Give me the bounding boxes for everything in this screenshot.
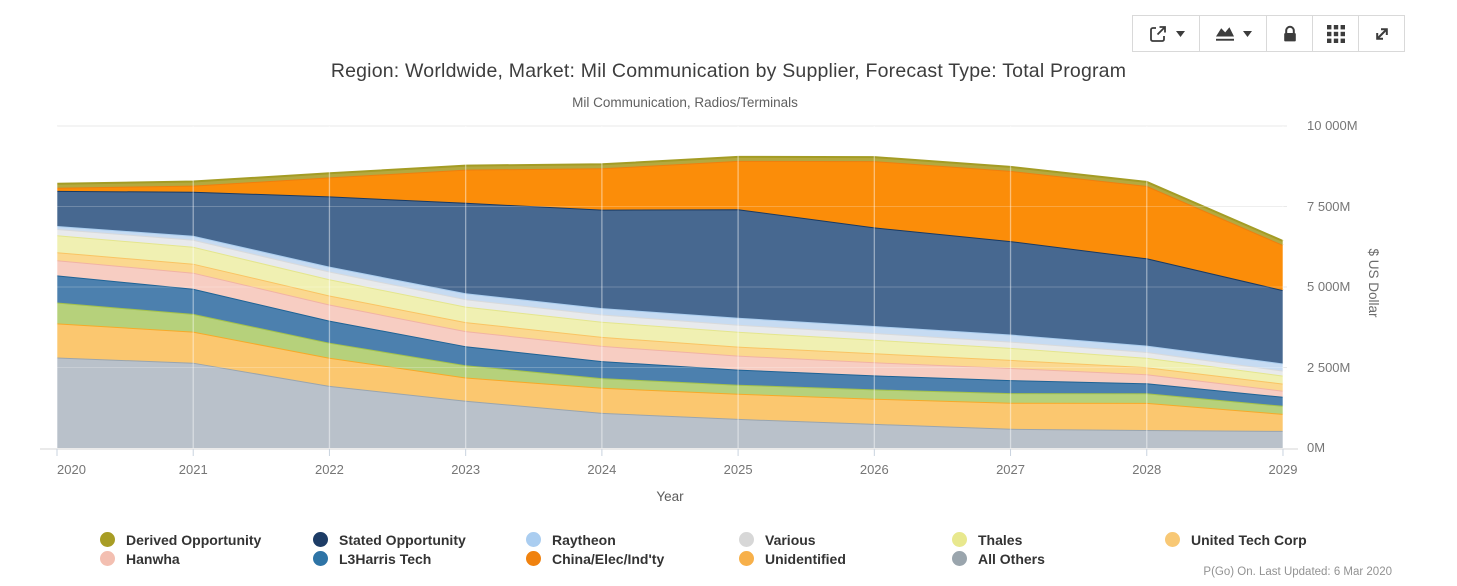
legend-item-united-tech-corp[interactable]: United Tech Corp: [1165, 532, 1378, 548]
area-united-tech-corp[interactable]: [57, 252, 1283, 391]
y-tick-label: 7 500M: [1307, 198, 1351, 214]
legend-swatch: [100, 532, 115, 547]
chart-toolbar: [1132, 15, 1405, 52]
x-axis-title: Year: [656, 489, 684, 504]
chevron-down-icon: [1242, 30, 1252, 37]
legend-swatch: [526, 532, 541, 547]
legend-label: Various: [765, 531, 816, 548]
legend-swatch: [952, 551, 967, 566]
area-stated-opportunity[interactable]: [57, 190, 1283, 364]
legend-item-l3harris-tech[interactable]: L3Harris Tech: [313, 551, 526, 567]
legend-swatch: [1165, 532, 1180, 547]
lock-button[interactable]: [1266, 15, 1313, 52]
legend-label: Unidentified: [765, 550, 846, 567]
grid-icon: [1326, 24, 1345, 43]
export-button[interactable]: [1132, 15, 1200, 52]
legend-label: All Others: [978, 550, 1045, 567]
legend-label: Derived Opportunity: [126, 531, 262, 548]
x-tick-label: 2028: [1132, 462, 1162, 477]
legend-label: United Tech Corp: [1191, 531, 1307, 548]
legend-item-various[interactable]: Various: [739, 532, 952, 548]
fullscreen-button[interactable]: [1358, 15, 1405, 52]
legend-item-raytheon[interactable]: Raytheon: [526, 532, 739, 548]
x-tick-label: 2027: [996, 462, 1025, 477]
legend-swatch: [526, 551, 541, 566]
x-tick-label: 2026: [859, 462, 889, 477]
grid-view-button[interactable]: [1312, 15, 1359, 52]
x-tick-label: 2025: [723, 462, 753, 477]
x-tick-label: 2023: [451, 462, 481, 477]
x-tick-label: 2029: [1268, 462, 1298, 477]
legend-label: Raytheon: [552, 531, 616, 548]
legend-item-unidentified[interactable]: Unidentified: [739, 551, 952, 567]
legend-item-all-others[interactable]: All Others: [952, 551, 1165, 567]
area-chart-icon: [1215, 25, 1235, 42]
area-all-others[interactable]: [57, 357, 1283, 449]
x-tick-label: 2024: [587, 462, 617, 477]
legend-item-derived-opportunity[interactable]: Derived Opportunity: [100, 532, 313, 548]
y-tick-label: 0M: [1307, 440, 1326, 455]
chevron-down-icon: [1175, 30, 1185, 37]
area-china-elec-ind-ty[interactable]: [57, 160, 1283, 291]
legend-label: Hanwha: [126, 550, 180, 567]
area-various[interactable]: [57, 229, 1283, 376]
legend-label: China/Elec/Ind'ty: [552, 550, 665, 567]
area-edge-derived-opportunity: [56, 155, 1284, 242]
area-raytheon[interactable]: [57, 226, 1283, 371]
y-tick-label: 2 500M: [1307, 359, 1351, 375]
footer-status: P(Go) On. Last Updated: 6 Mar 2020: [1203, 566, 1392, 578]
export-icon: [1148, 24, 1168, 44]
legend-swatch: [952, 532, 967, 547]
legend-item-thales[interactable]: Thales: [952, 532, 1165, 548]
legend-swatch: [739, 551, 754, 566]
legend-swatch: [313, 532, 328, 547]
legend-swatch: [739, 532, 754, 547]
x-tick-label: 2021: [178, 462, 208, 477]
area-unidentified[interactable]: [57, 323, 1283, 431]
legend-item-hanwha[interactable]: Hanwha: [100, 551, 313, 567]
legend-item-china-elec-ind-ty[interactable]: China/Elec/Ind'ty: [526, 551, 739, 567]
x-tick-label: 2022: [314, 462, 344, 477]
chart-subtitle: Mil Communication, Radios/Terminals: [572, 95, 798, 110]
legend-item-stated-opportunity[interactable]: Stated Opportunity: [313, 532, 526, 548]
legend-swatch: [313, 551, 328, 566]
expand-icon: [1373, 25, 1391, 43]
chart-legend: Derived Opportunity Hanwha Stated Opportun…: [100, 530, 1378, 568]
legend-swatch: [100, 551, 115, 566]
y-axis-title: $ US Dollar: [1366, 248, 1381, 318]
chart-type-button[interactable]: [1199, 15, 1267, 52]
x-tick-label: 2020: [57, 462, 86, 477]
legend-label: Thales: [978, 531, 1023, 548]
y-tick-label: 5 000M: [1307, 279, 1351, 294]
area-hanwha[interactable]: [57, 260, 1283, 397]
lock-icon: [1281, 24, 1299, 43]
legend-label: L3Harris Tech: [339, 550, 432, 567]
page-title: Region: Worldwide, Market: Mil Communica…: [330, 60, 1127, 82]
y-tick-label: 10 000M: [1307, 118, 1358, 133]
legend-label: Stated Opportunity: [339, 531, 466, 548]
